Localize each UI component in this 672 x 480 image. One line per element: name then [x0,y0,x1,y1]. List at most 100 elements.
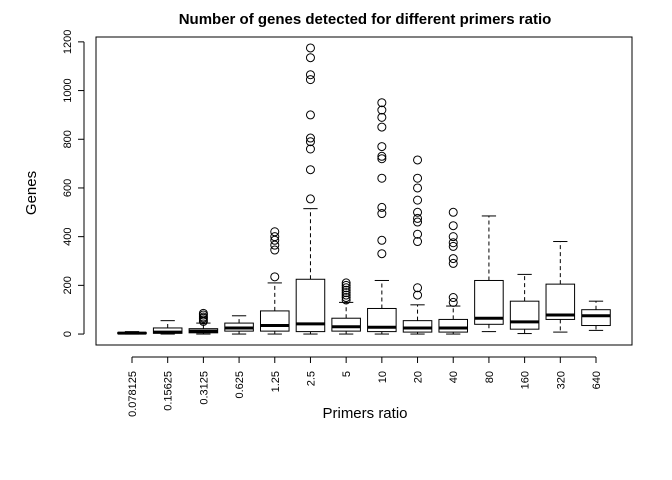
box-0.15625 [152,320,183,335]
box-iqr [402,320,433,333]
y-tick-label: 1200 [62,30,74,54]
outlier-point [377,98,387,108]
boxes-group [117,43,611,335]
x-tick-label: 0.078125 [127,371,139,417]
box-80 [474,215,504,333]
outlier-point [413,229,423,239]
outlier-point [270,235,280,245]
outlier-point [448,258,458,268]
outlier-point [413,155,423,165]
outlier-point [448,221,458,231]
box-iqr [331,317,361,332]
x-tick-label: 20 [413,371,425,383]
x-tick-label: 0.15625 [163,371,175,411]
box-2.5 [295,43,326,335]
box-5 [331,278,361,335]
outlier-point [448,241,458,251]
box-iqr [581,309,611,327]
box-10 [367,98,397,335]
y-tick-label: 1000 [62,78,74,102]
outlier-point [377,105,387,115]
box-640 [581,300,611,331]
box-320 [545,241,576,333]
box-iqr [545,283,576,320]
outlier-point [341,288,351,298]
outlier-point [270,227,280,237]
box-iqr [438,318,469,333]
x-tick-label: 10 [377,371,389,383]
outlier-point [341,293,351,303]
outlier-point [305,70,315,80]
outlier-point [413,207,423,217]
x-tick-label: 1.25 [270,371,282,392]
outlier-point [341,280,351,290]
outlier-point [377,235,387,245]
chart-title: Number of genes detected for different p… [179,11,552,28]
y-tick-label: 400 [62,227,74,245]
outlier-point [448,232,458,242]
x-tick-label: 320 [555,371,567,389]
outlier-point [448,297,458,307]
outlier-point [448,293,458,303]
x-tick-label: 0.3125 [198,371,210,405]
y-tick-label: 200 [62,276,74,294]
outlier-point [413,217,423,227]
outlier-point [413,183,423,193]
outlier-point [377,209,387,219]
outlier-point [305,194,315,204]
outlier-point [377,249,387,259]
outlier-point [305,165,315,175]
outlier-point [305,137,315,147]
outlier-point [377,154,387,164]
y-tick-label: 0 [62,331,74,337]
outlier-point [270,240,280,250]
outlier-point [448,238,458,248]
box-0.625 [224,315,254,335]
x-tick-label: 40 [448,371,460,383]
outlier-point [341,278,351,288]
outlier-point [198,308,208,318]
y-axis-label: Genes [23,171,40,215]
outlier-point [413,173,423,183]
box-iqr [509,300,540,330]
outlier-point [377,202,387,212]
outlier-point [341,295,351,305]
outlier-point [305,43,315,53]
box-0.3125 [188,308,219,335]
box-0.078125 [117,331,147,335]
outlier-point [377,142,387,152]
outlier-point [270,232,280,242]
outlier-point [305,133,315,143]
y-tick-label: 800 [62,130,74,148]
x-tick-label: 80 [484,371,496,383]
x-tick-label: 640 [591,371,603,389]
box-1.25 [259,227,290,335]
x-tick-label: 2.5 [305,371,317,386]
outlier-point [305,144,315,154]
outlier-point [413,283,423,293]
y-axis: 0 200 400 600 800 1000 1200 [62,30,85,337]
outlier-point [305,75,315,85]
box-20 [402,155,433,335]
box-iqr [259,310,290,332]
x-tick-label: 160 [520,371,532,389]
outlier-point [448,207,458,217]
outlier-point [377,122,387,132]
outlier-point [377,173,387,183]
x-axis-label: Primers ratio [322,405,407,422]
outlier-point [341,283,351,293]
outlier-point [341,290,351,300]
outlier-point [270,245,280,255]
outlier-point [341,285,351,295]
x-tick-label: 0.625 [234,371,246,399]
y-tick-label: 600 [62,179,74,197]
outlier-point [305,110,315,120]
outlier-point [413,213,423,223]
outlier-point [448,254,458,264]
x-tick-label: 5 [341,371,353,377]
x-axis: 0.078125 0.15625 0.3125 0.625 1.25 2.5 5 10 20 40… [127,356,603,417]
outlier-point [413,290,423,300]
box-40 [438,207,469,335]
outlier-point [413,195,423,205]
